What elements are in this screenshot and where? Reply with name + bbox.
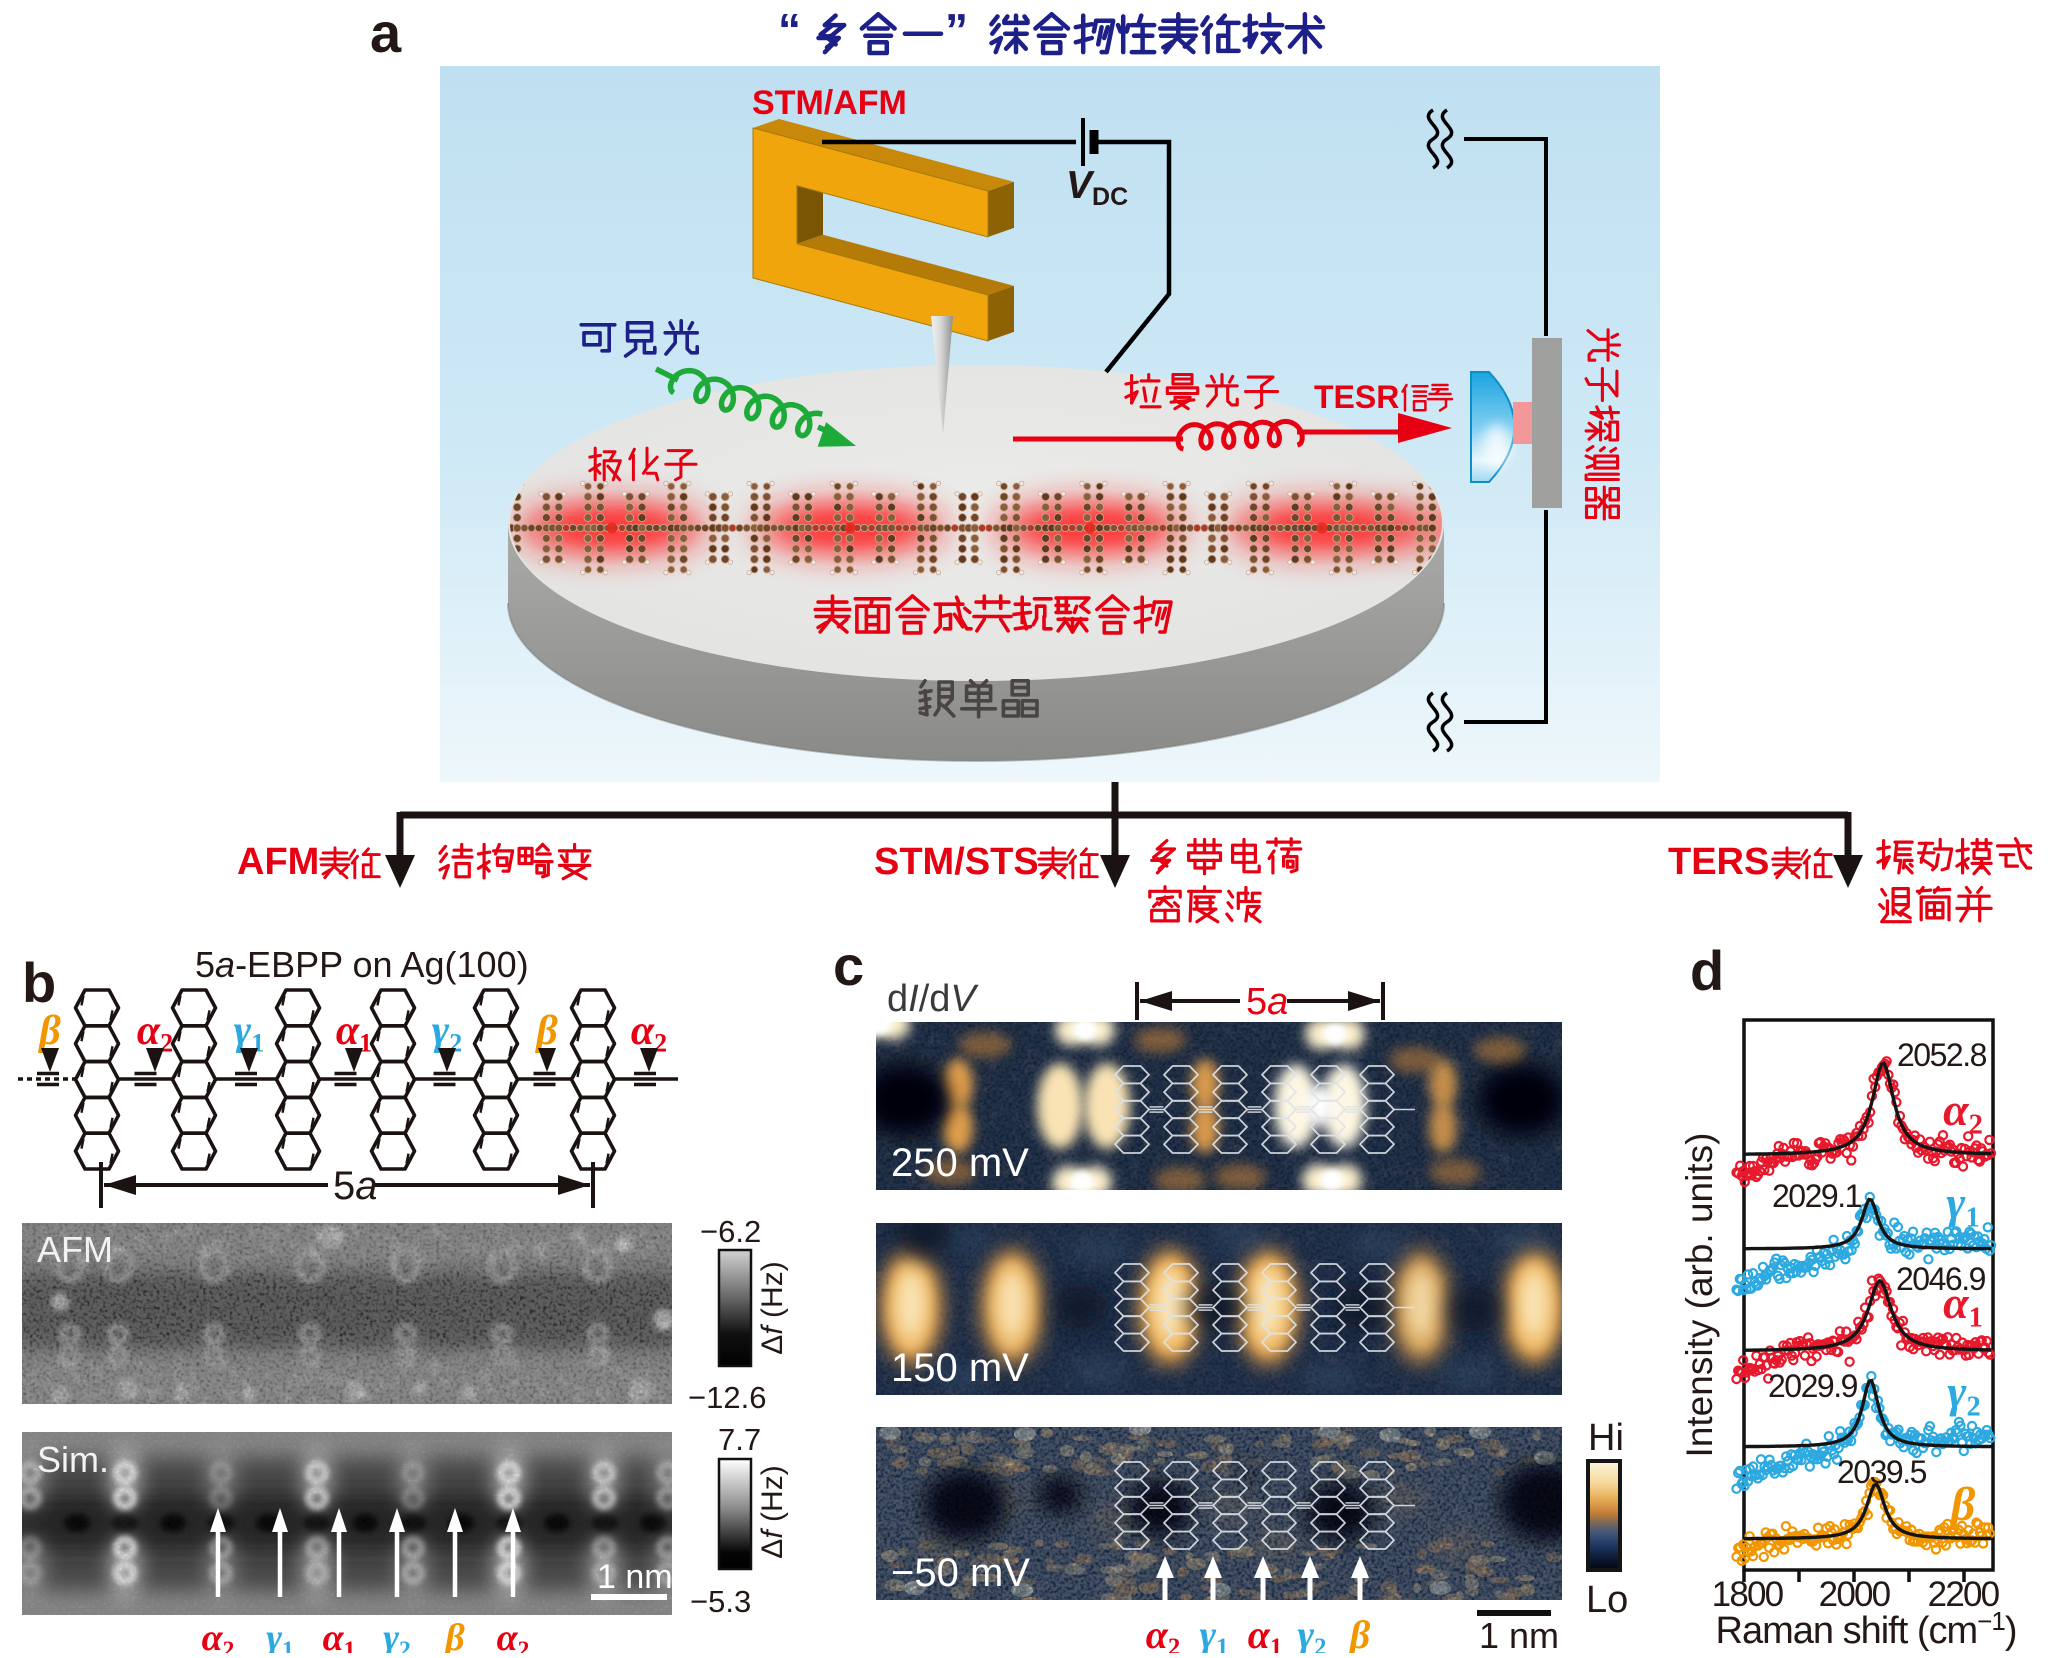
svg-text:β: β xyxy=(1949,1478,1976,1531)
svg-text:150 mV: 150 mV xyxy=(891,1346,1029,1390)
svg-text:1800: 1800 xyxy=(1712,1575,1784,1614)
svg-text:5a: 5a xyxy=(1246,981,1288,1023)
svg-text:2046.9: 2046.9 xyxy=(1896,1261,1986,1297)
svg-text:β: β xyxy=(534,1008,558,1054)
svg-text:−6.2: −6.2 xyxy=(700,1214,761,1249)
svg-text:AFM: AFM xyxy=(37,1229,113,1270)
svg-text:STM/AFM: STM/AFM xyxy=(752,84,907,122)
svg-text:1 nm: 1 nm xyxy=(597,1558,673,1596)
svg-text:Hi: Hi xyxy=(1588,1417,1624,1459)
svg-text:β: β xyxy=(443,1617,465,1653)
svg-text:”: ” xyxy=(945,4,968,56)
svg-text:TESR: TESR xyxy=(1314,379,1399,415)
svg-text:Lo: Lo xyxy=(1586,1579,1628,1621)
svg-text:2000: 2000 xyxy=(1819,1575,1891,1614)
svg-text:“: “ xyxy=(778,4,801,56)
svg-text:β: β xyxy=(1348,1612,1371,1653)
svg-text:a: a xyxy=(370,1,402,64)
svg-text:γ1: γ1 xyxy=(1199,1612,1228,1653)
svg-text:−12.6: −12.6 xyxy=(688,1380,766,1415)
svg-text:AFM: AFM xyxy=(237,841,319,883)
svg-text:2200: 2200 xyxy=(1928,1575,2000,1614)
svg-text:STM/STS: STM/STS xyxy=(874,841,1039,883)
svg-text:5a: 5a xyxy=(333,1164,378,1208)
svg-text:2029.1: 2029.1 xyxy=(1772,1178,1862,1214)
svg-text:Δf (Hz): Δf (Hz) xyxy=(756,1261,789,1354)
svg-text:5a-EBPP on Ag(100): 5a-EBPP on Ag(100) xyxy=(195,944,529,985)
svg-text:2029.9: 2029.9 xyxy=(1768,1368,1858,1404)
svg-text:Intensity (arb. units): Intensity (arb. units) xyxy=(1679,1133,1720,1458)
svg-text:7.7: 7.7 xyxy=(718,1422,761,1457)
svg-text:Sim.: Sim. xyxy=(37,1439,109,1480)
svg-text:2052.8: 2052.8 xyxy=(1897,1037,1987,1073)
svg-text:250 mV: 250 mV xyxy=(891,1141,1029,1185)
svg-text:TERS: TERS xyxy=(1668,841,1769,883)
svg-text:2039.5: 2039.5 xyxy=(1837,1454,1927,1490)
svg-text:Raman shift (cm−1): Raman shift (cm−1) xyxy=(1716,1606,2017,1652)
svg-text:−50 mV: −50 mV xyxy=(891,1551,1030,1595)
svg-text:−5.3: −5.3 xyxy=(690,1584,751,1619)
svg-text:Δf (Hz): Δf (Hz) xyxy=(756,1465,789,1558)
svg-text:b: b xyxy=(22,951,56,1014)
svg-text:1 nm: 1 nm xyxy=(1479,1615,1559,1653)
svg-text:c: c xyxy=(833,934,864,997)
svg-text:d: d xyxy=(1690,939,1724,1002)
svg-text:β: β xyxy=(37,1008,61,1054)
svg-text:dI/dV: dI/dV xyxy=(887,978,979,1020)
